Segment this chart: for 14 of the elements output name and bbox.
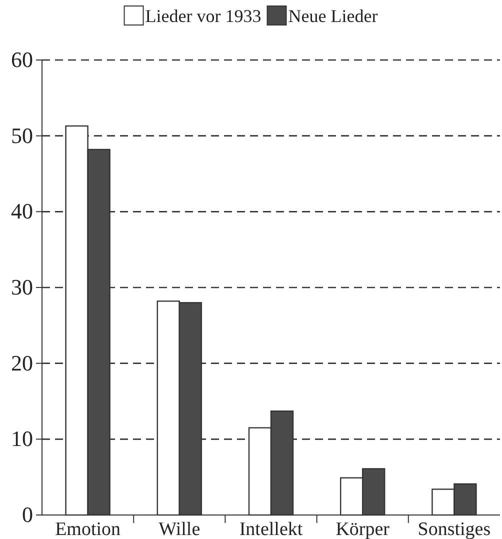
- x-tick-label: Sonstiges: [418, 519, 491, 539]
- y-tick-label: 40: [11, 198, 33, 224]
- y-tick-label: 0: [22, 502, 33, 528]
- y-tick-label: 10: [11, 426, 33, 452]
- x-tick-label: Emotion: [55, 519, 122, 539]
- y-tick-label: 20: [11, 350, 33, 376]
- legend-label: Lieder vor 1933: [145, 6, 262, 26]
- y-tick-label: 30: [11, 274, 33, 300]
- x-tick-label: Wille: [158, 519, 200, 539]
- y-tick-label: 60: [11, 47, 33, 72]
- x-tick-label: Intellekt: [239, 519, 304, 539]
- y-tick-label: 50: [11, 122, 33, 148]
- legend-label: Neue Lieder: [288, 6, 378, 26]
- x-tick-label: Körper: [336, 519, 390, 539]
